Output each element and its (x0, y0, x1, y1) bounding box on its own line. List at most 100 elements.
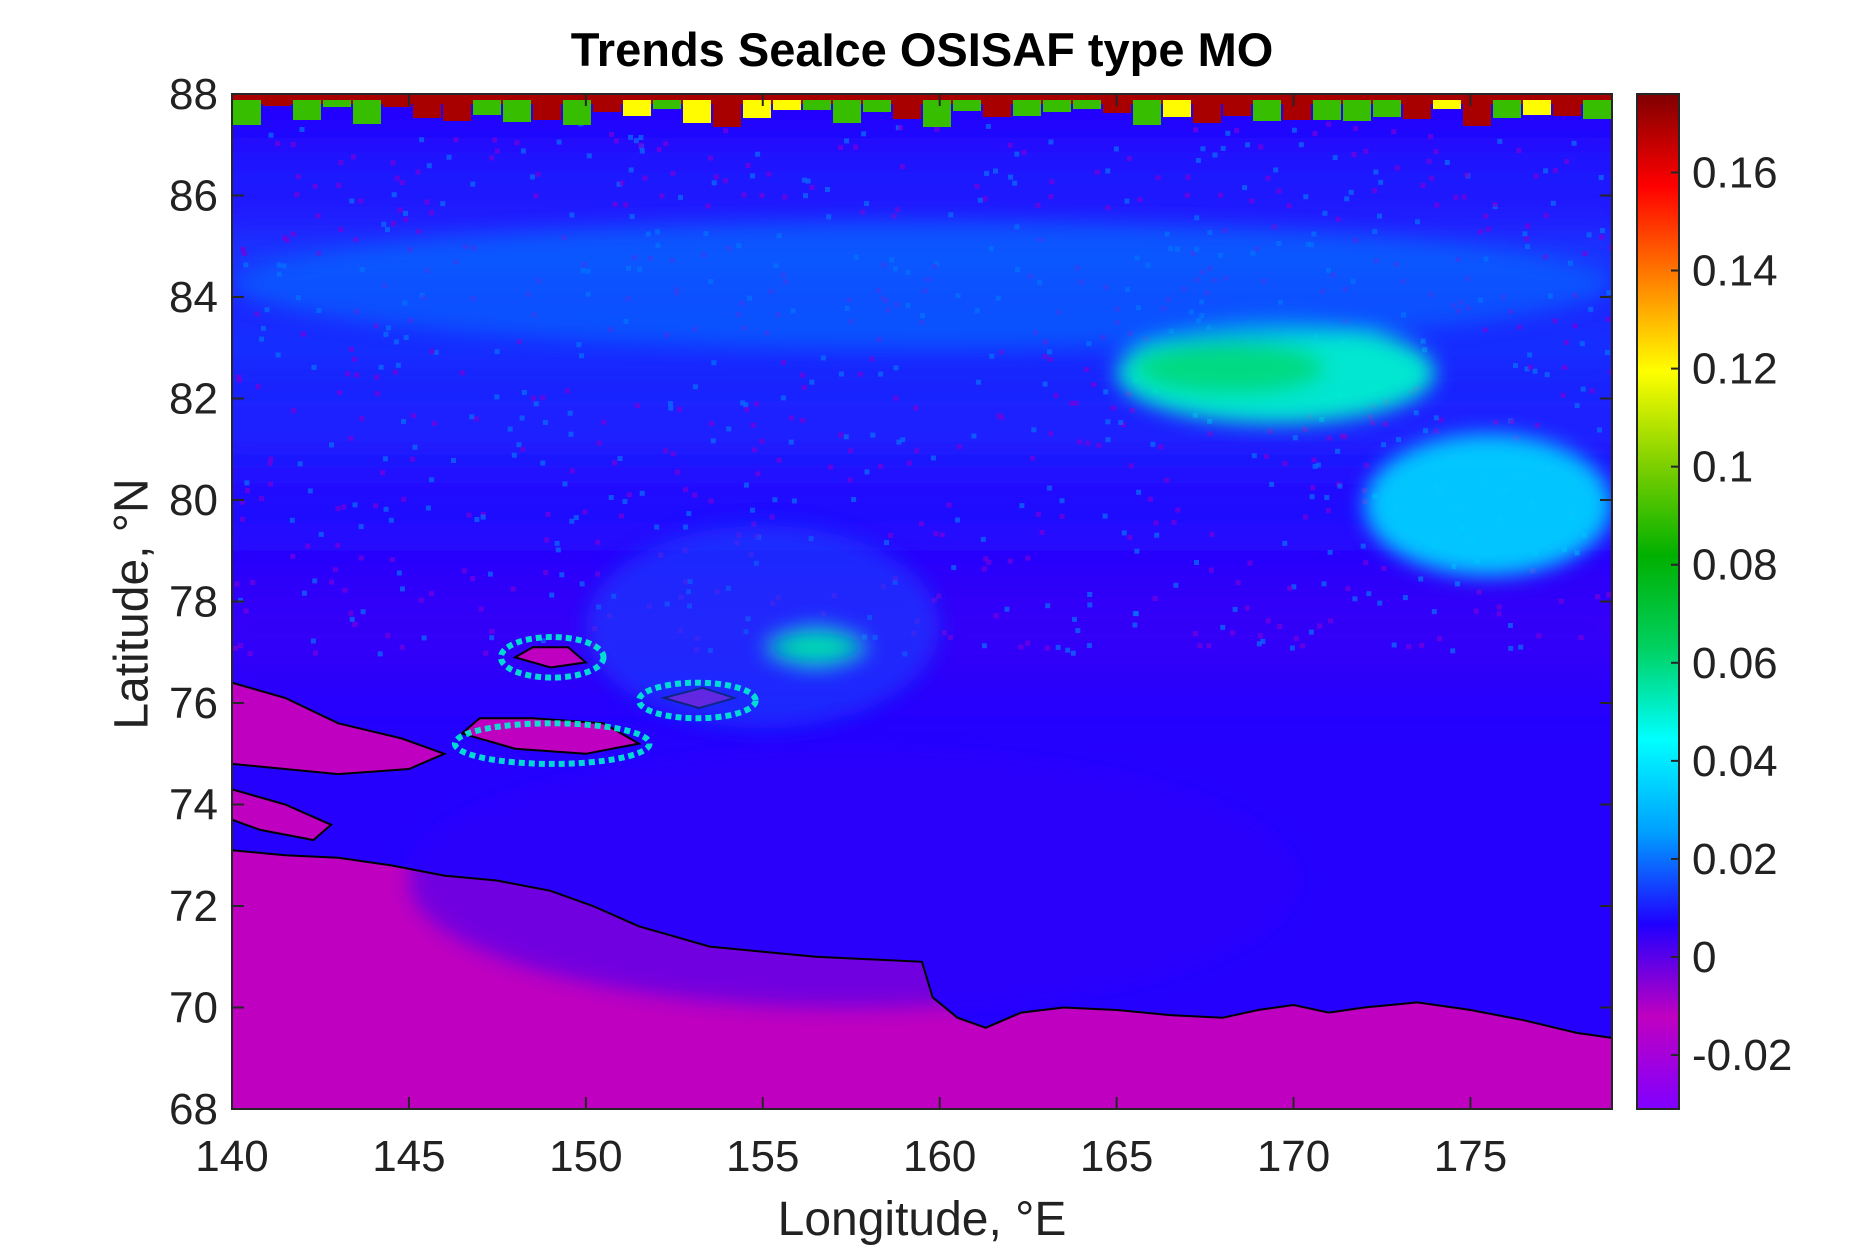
speckle (980, 536, 986, 542)
speckle (391, 221, 396, 226)
speckle (677, 406, 683, 412)
speckle (429, 210, 434, 216)
speckle (1232, 606, 1238, 612)
plot-area (232, 94, 1612, 1109)
speckle (947, 635, 953, 640)
speckle (906, 460, 912, 466)
speckle (946, 502, 952, 508)
speckle (1344, 196, 1350, 202)
speckle (567, 410, 573, 416)
speckle (415, 169, 421, 175)
speckle (853, 144, 859, 150)
speckle (843, 434, 849, 440)
speckle (1155, 175, 1161, 181)
speckle (1522, 231, 1528, 237)
speckle (1129, 407, 1135, 413)
speckle (318, 531, 324, 537)
speckle (473, 416, 479, 422)
speckle (1303, 514, 1309, 520)
speckle (1518, 644, 1524, 650)
speckle (1360, 543, 1366, 549)
speckle (1173, 582, 1179, 588)
speckle (1363, 560, 1369, 566)
speckle (259, 336, 265, 342)
pole-edge-spike (1043, 100, 1071, 112)
colorbar-tick-label: 0.04 (1692, 737, 1778, 786)
speckle (459, 370, 465, 376)
speckle (1367, 414, 1373, 420)
speckle (335, 506, 341, 512)
pole-edge-spike (1193, 100, 1221, 123)
speckle (1317, 623, 1323, 629)
speckle (333, 567, 338, 573)
speckle (1291, 127, 1297, 133)
speckle (1337, 483, 1343, 489)
speckle (1552, 318, 1558, 324)
pole-edge-spike (1073, 100, 1101, 109)
speckle (510, 586, 516, 592)
speckle (569, 212, 575, 218)
pole-edge-spike (323, 100, 351, 107)
speckle (530, 174, 535, 180)
speckle (723, 128, 729, 134)
speckle (487, 571, 493, 577)
pole-edge-spike (1553, 100, 1581, 116)
speckle (312, 650, 318, 656)
speckle (999, 415, 1005, 421)
speckle (1588, 306, 1594, 312)
speckle (754, 401, 759, 407)
speckle (289, 517, 295, 523)
speckle (1326, 121, 1331, 127)
speckle (352, 502, 358, 508)
speckle (1127, 535, 1133, 540)
speckle (390, 160, 396, 166)
speckle (1572, 323, 1578, 329)
speckle (1300, 643, 1306, 649)
pole-edge-spike (473, 100, 501, 115)
speckle (373, 323, 379, 329)
pole-edge-spike (623, 100, 651, 116)
speckle (1402, 595, 1408, 601)
island (232, 788, 333, 842)
speckle (480, 514, 486, 520)
speckle (244, 480, 250, 486)
speckle (349, 198, 355, 204)
speckle (1543, 212, 1549, 218)
speckle (1025, 640, 1031, 646)
y-axis-label: Latitude, °N (105, 478, 159, 730)
x-axis-label: Longitude, °E (777, 1193, 1067, 1246)
x-tick-label: 165 (1080, 1132, 1153, 1181)
x-tick-label: 155 (726, 1132, 799, 1181)
speckle (388, 517, 394, 523)
speckle (635, 403, 641, 408)
speckle (1197, 643, 1203, 649)
speckle (401, 496, 407, 502)
speckle (913, 405, 919, 411)
speckle (1574, 403, 1580, 409)
speckle (1193, 127, 1199, 133)
speckle (776, 457, 782, 463)
speckle (1562, 365, 1568, 370)
speckle (1423, 428, 1428, 434)
pole-edge-spike (353, 100, 381, 124)
speckle (1004, 606, 1010, 612)
speckle (358, 555, 364, 561)
speckle (1126, 391, 1132, 397)
speckle (573, 515, 579, 521)
speckle (335, 542, 341, 548)
speckle (374, 374, 380, 380)
speckle (1413, 410, 1419, 416)
speckle (418, 597, 424, 603)
speckle (519, 415, 525, 421)
speckle (713, 174, 719, 180)
pole-edge-spike (293, 100, 321, 120)
speckle (392, 369, 398, 375)
speckle (878, 463, 884, 469)
speckle (1428, 134, 1434, 140)
speckle (1256, 641, 1262, 647)
speckle (403, 335, 409, 340)
speckle (1377, 600, 1383, 606)
speckle (1322, 210, 1328, 216)
speckle (801, 384, 807, 390)
